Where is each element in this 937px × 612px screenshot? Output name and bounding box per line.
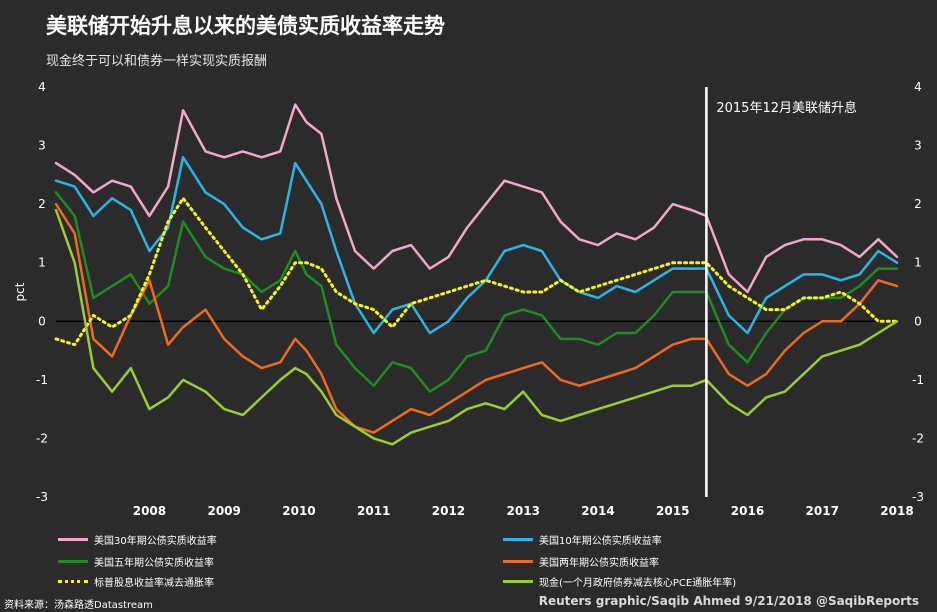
series-line-0	[54, 103, 899, 294]
x-tick-2015: 2015	[656, 504, 689, 518]
series-line-4	[54, 196, 899, 347]
x-tick-2011: 2011	[357, 504, 390, 518]
source-note: 资料来源：汤森路透Datastream	[4, 600, 153, 611]
legend-swatch-5y	[58, 560, 88, 563]
rate-hike-annotation: 2015年12月美联储升息	[716, 100, 857, 116]
y-tick-right-1: 3	[914, 139, 922, 153]
legend-swatch-2y	[503, 560, 533, 563]
chart-title: 美联储开始升息以来的美债实质收益率走势	[46, 14, 445, 38]
y-tick-right-6: -2	[912, 431, 924, 445]
legend-swatch-sp-dividend	[58, 580, 88, 583]
legend-label-sp-dividend: 标普股息收益率减去通胀率	[94, 578, 214, 589]
y-tick-right-7: -3	[912, 490, 924, 504]
legend-swatch-10y	[503, 538, 533, 541]
y-tick-left-4: 0	[38, 314, 46, 328]
legend-swatch-30y	[58, 538, 88, 541]
y-tick-left-7: -3	[36, 490, 48, 504]
legend-label-5y: 美国五年期公债实质收益率	[94, 558, 214, 569]
x-tick-2013: 2013	[507, 504, 540, 518]
graphic-credit: Reuters graphic/Saqib Ahmed 9/21/2018 @S…	[538, 594, 919, 608]
chart-subtitle: 现金终于可以和债券一样实现实质报酬	[46, 54, 268, 69]
series-line-3	[54, 202, 899, 434]
y-tick-left-3: 1	[38, 256, 46, 270]
y-tick-left-5: -1	[36, 373, 48, 387]
series-line-5	[54, 208, 899, 446]
legend-item-30y: 美国30年期公债实质收益率	[58, 532, 217, 547]
legend-item-cash: 现金(一个月政府债券减去核心PCE通胀年率)	[503, 574, 736, 589]
legend-item-10y: 美国10年期公债实质收益率	[503, 532, 662, 547]
legend-item-5y: 美国五年期公债实质收益率	[58, 554, 214, 569]
x-tick-2012: 2012	[432, 504, 465, 518]
y-tick-right-5: -1	[912, 373, 924, 387]
x-tick-2010: 2010	[282, 504, 315, 518]
legend-label-30y: 美国30年期公债实质收益率	[94, 536, 217, 547]
y-tick-right-2: 2	[914, 197, 922, 211]
x-tick-2014: 2014	[581, 504, 614, 518]
x-tick-2016: 2016	[731, 504, 764, 518]
legend-item-2y: 美国两年期公债实质收益率	[503, 554, 659, 569]
series-line-2	[54, 191, 899, 393]
x-tick-2008: 2008	[133, 504, 166, 518]
y-tick-left-1: 3	[38, 139, 46, 153]
y-tick-right-3: 1	[914, 256, 922, 270]
x-tick-2017: 2017	[806, 504, 839, 518]
legend-swatch-cash	[503, 580, 533, 583]
x-tick-2018: 2018	[880, 504, 913, 518]
series-line-1	[54, 156, 899, 335]
y-tick-left-6: -2	[36, 431, 48, 445]
legend-label-2y: 美国两年期公债实质收益率	[539, 558, 659, 569]
legend-label-10y: 美国10年期公债实质收益率	[539, 536, 662, 547]
x-tick-2009: 2009	[207, 504, 240, 518]
legend-item-sp-dividend: 标普股息收益率减去通胀率	[58, 574, 214, 589]
y-tick-right-0: 4	[914, 80, 922, 94]
y-tick-left-2: 2	[38, 197, 46, 211]
legend-label-cash: 现金(一个月政府债券减去核心PCE通胀年率)	[539, 578, 737, 589]
y-tick-left-0: 4	[38, 80, 46, 94]
y-axis-label: pct	[13, 282, 27, 301]
y-tick-right-4: 0	[914, 314, 922, 328]
